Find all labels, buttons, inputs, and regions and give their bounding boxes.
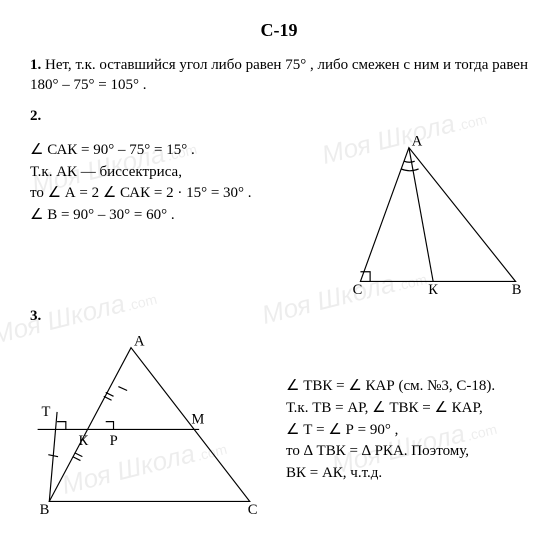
label-A3: А [134, 336, 145, 350]
p3-line3: ∠ Т = ∠ Р = 90° , [286, 420, 528, 442]
p2-line3: то ∠ А = 2 ∠ САК = 2 · 15° = 30° . [30, 183, 338, 205]
problem-3-figure: А В С Т К Р М [30, 336, 270, 516]
p2-line2: Т.к. АК — биссектриса, [30, 162, 338, 184]
label-K: К [428, 282, 438, 296]
p2-line1: ∠ САК = 90° – 75° = 15° . [30, 140, 338, 162]
p3-line2: Т.к. ТВ = АР, ∠ ТВК = ∠ КАР, [286, 398, 528, 420]
label-K3: К [78, 433, 88, 449]
problem-2-text: ∠ САК = 90° – 75° = 15° . Т.к. АК — бисс… [30, 136, 338, 296]
problem-2-number: 2. [30, 108, 41, 124]
problem-1-text: Нет, т.к. оставшийся угол либо равен 75°… [30, 57, 528, 93]
p3-line5: ВК = АК, ч.т.д. [286, 463, 528, 485]
label-A: А [412, 136, 423, 150]
triangle-cak-svg: А С К В [348, 136, 528, 296]
label-T3: Т [42, 404, 51, 420]
label-B: В [512, 282, 522, 296]
label-C3: С [248, 502, 258, 516]
section-title: С-19 [30, 20, 528, 41]
problem-3-text: ∠ ТВК = ∠ КАР (см. №3, С-18). Т.к. ТВ = … [286, 336, 528, 485]
problem-3-number: 3. [30, 308, 41, 324]
label-P3: Р [110, 433, 118, 449]
p3-line1: ∠ ТВК = ∠ КАР (см. №3, С-18). [286, 376, 528, 398]
problem-3-block: А В С Т К Р М ∠ ТВК = ∠ КАР (см. №3, С-1… [30, 336, 528, 516]
problem-1-number: 1. [30, 57, 41, 73]
label-M3: М [191, 412, 204, 428]
label-B3: В [40, 502, 50, 516]
triangle-abc-svg: А В С Т К Р М [30, 336, 270, 516]
page: С-19 1. Нет, т.к. оставшийся угол либо р… [0, 0, 558, 552]
p2-line4: ∠ В = 90° – 30° = 60° . [30, 205, 338, 227]
problem-2-figure: А С К В [348, 136, 528, 296]
problem-2-block: ∠ САК = 90° – 75° = 15° . Т.к. АК — бисс… [30, 136, 528, 296]
label-C: С [353, 282, 363, 296]
p3-line4: то ∆ ТВК = ∆ РКА. Поэтому, [286, 441, 528, 463]
problem-2-number-row: 2. [30, 106, 528, 126]
problem-1: 1. Нет, т.к. оставшийся угол либо равен … [30, 55, 528, 96]
problem-3-number-row: 3. [30, 306, 528, 326]
